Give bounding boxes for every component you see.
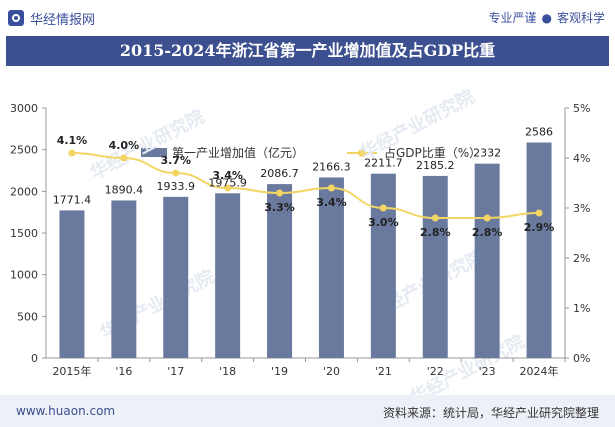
bar-value-label: 1890.4: [105, 183, 144, 196]
x-tick-label: '16: [115, 365, 132, 378]
watermark-0: 华经产业研究院: [86, 105, 208, 184]
bar: [318, 177, 344, 358]
bar-value-label: 2332: [473, 147, 501, 160]
line-value-label: 3.7%: [160, 154, 191, 167]
line-value-label: 2.8%: [472, 226, 503, 239]
left-tick-label: 2000: [10, 185, 38, 198]
share-point: [120, 154, 128, 162]
bar-value-label: 1933.9: [157, 180, 196, 193]
x-tick-label: '22: [427, 365, 444, 378]
right-tick-label: 3%: [573, 202, 590, 215]
x-tick-label: 2015年: [52, 364, 91, 378]
bar-value-label: 2211.7: [364, 157, 403, 170]
left-tick-label: 1500: [10, 227, 38, 240]
bar-value-label: 2586: [525, 126, 553, 139]
bar: [163, 196, 189, 358]
slogan-right: 客观科学: [556, 11, 605, 25]
share-point: [224, 184, 232, 192]
footer-url: www.huaon.com: [16, 404, 116, 418]
line-value-label: 4.1%: [57, 134, 88, 147]
left-tick-label: 3000: [10, 102, 38, 115]
left-tick-label: 0: [31, 352, 38, 365]
line-value-label: 3.3%: [264, 201, 295, 214]
bar-value-label: 2185.2: [416, 159, 455, 172]
share-point: [68, 149, 76, 157]
x-tick-label: '18: [219, 365, 236, 378]
bar-value-label: 2086.7: [260, 167, 299, 180]
line-value-label: 3.4%: [212, 169, 243, 182]
share-point: [276, 189, 284, 197]
share-point: [483, 214, 491, 222]
share-point: [172, 169, 180, 177]
legend-bar-swatch: [141, 148, 167, 157]
left-tick-label: 2500: [10, 144, 38, 157]
legend-bar-label: 第一产业增加值（亿元）: [172, 146, 305, 160]
chart-title: 2015-2024年浙江省第一产业增加值及占GDP比重: [6, 36, 609, 66]
share-point: [431, 214, 439, 222]
bar: [370, 173, 396, 358]
slogan-left: 专业严谨: [488, 11, 537, 25]
footer: www.huaon.com 资料来源：统计局，华经产业研究院整理: [0, 395, 615, 427]
right-tick-label: 2%: [573, 252, 590, 265]
bar: [422, 175, 448, 358]
right-tick-label: 5%: [573, 102, 590, 115]
bar: [526, 142, 552, 358]
bar: [59, 210, 85, 358]
top-bar: 华经情报网 专业严谨 ● 客观科学: [0, 0, 615, 36]
line-value-label: 3.0%: [368, 216, 399, 229]
line-value-label: 4.0%: [109, 139, 140, 152]
share-point: [535, 209, 543, 217]
x-tick-label: 2024年: [520, 364, 559, 378]
share-point: [327, 184, 335, 192]
bar: [474, 163, 500, 358]
slogan-separator: ●: [541, 11, 552, 25]
chart-legend: 第一产业增加值（亿元） 占GDP比重（%）: [0, 72, 615, 160]
brand-logo-icon: [8, 10, 24, 26]
share-point: [379, 204, 387, 212]
bar: [267, 184, 293, 358]
left-tick-label: 500: [17, 310, 38, 323]
bar-value-label: 1771.4: [53, 193, 92, 206]
line-value-label: 2.8%: [420, 226, 451, 239]
footer-source: 资料来源：统计局，华经产业研究院整理: [382, 406, 599, 420]
x-tick-label: '23: [479, 365, 496, 378]
x-tick-label: '21: [375, 365, 392, 378]
line-value-label: 3.4%: [316, 196, 347, 209]
brand-name: 华经情报网: [30, 13, 96, 28]
x-tick-label: '19: [271, 365, 288, 378]
chart-plot: 华经产业研究院华经产业研究院华经产业研究院华经产业研究院华经产业研究院05001…: [10, 85, 590, 395]
bar: [111, 200, 137, 358]
bar: [215, 193, 241, 358]
slogan: 专业严谨 ● 客观科学: [488, 9, 605, 26]
legend-line-label: 占GDP比重（%）: [384, 146, 482, 160]
x-tick-label: '20: [323, 365, 340, 378]
left-tick-label: 1000: [10, 269, 38, 282]
watermark-1: 华经产业研究院: [356, 85, 478, 164]
right-tick-label: 1%: [573, 302, 590, 315]
share-line: [71, 152, 540, 219]
right-tick-label: 0%: [573, 352, 590, 365]
bar-value-label: 1975.9: [208, 176, 247, 189]
bar-value-label: 2166.3: [312, 160, 351, 173]
x-tick-label: '17: [167, 365, 184, 378]
legend-line-marker: [358, 149, 366, 157]
line-value-label: 2.9%: [524, 221, 555, 234]
right-tick-label: 4%: [573, 152, 590, 165]
